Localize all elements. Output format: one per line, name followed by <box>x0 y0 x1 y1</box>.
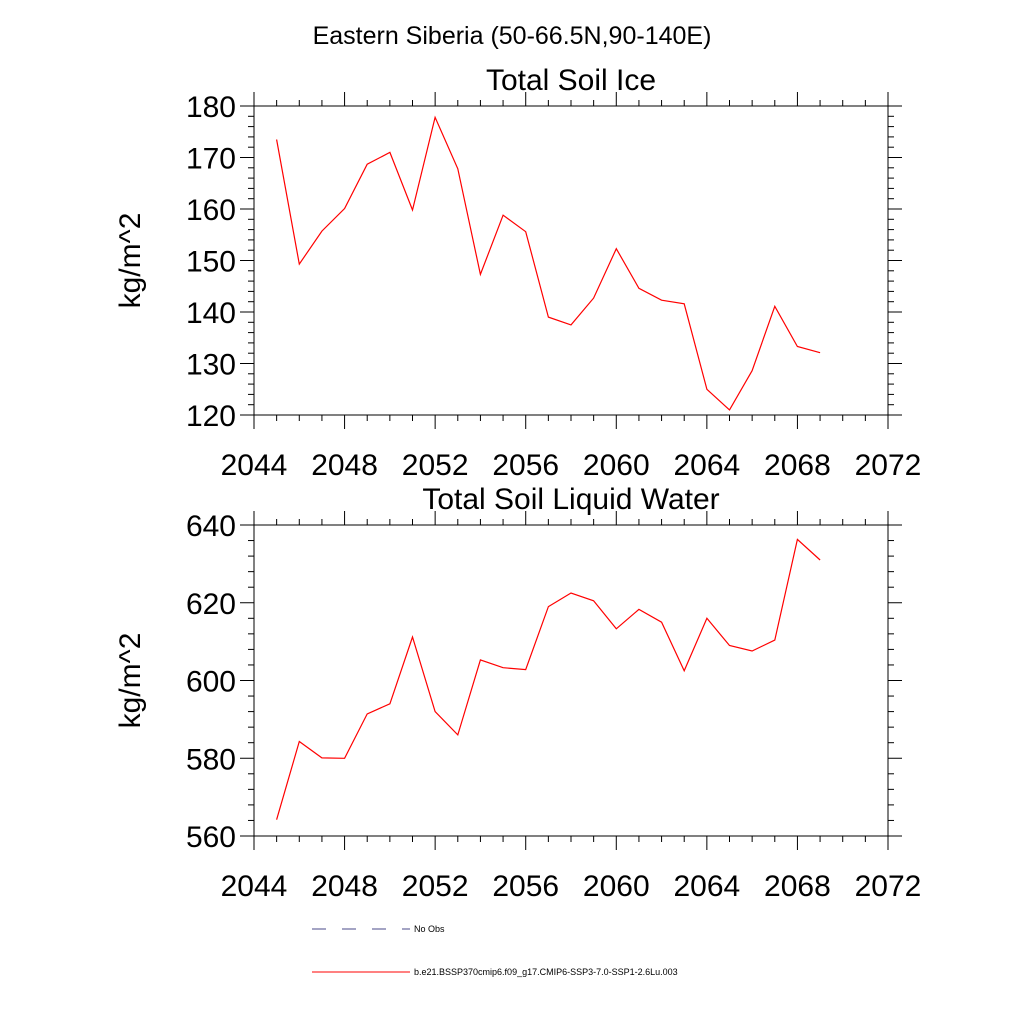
y-tick-label: 140 <box>186 297 236 330</box>
x-tick-label: 2044 <box>221 449 288 482</box>
x-tick-label: 2064 <box>673 870 740 903</box>
legend: No Obs b.e21.BSSP370cmip6.f09_g17.CMIP6-S… <box>312 924 678 977</box>
chart-title: Total Soil Ice <box>486 64 656 97</box>
y-axis-label: kg/m^2 <box>114 633 147 729</box>
y-tick-label: 600 <box>186 666 236 699</box>
x-tick-label: 2060 <box>583 449 650 482</box>
chart-title: Total Soil Liquid Water <box>422 483 719 516</box>
plot-frame <box>253 105 889 416</box>
x-tick-label: 2064 <box>673 449 740 482</box>
x-tick-label: 2052 <box>402 449 469 482</box>
legend-label: No Obs <box>414 924 445 934</box>
series-line <box>276 538 821 820</box>
y-tick-label: 620 <box>186 588 236 621</box>
legend-label: b.e21.BSSP370cmip6.f09_g17.CMIP6-SSP3-7.… <box>414 967 678 977</box>
chart-panels: Total Soil Ice 2044 2048 2052 2056 2060 2064 20… <box>114 64 921 903</box>
y-tick-label: 160 <box>186 194 236 227</box>
chart-panel-1: Total Soil Ice 2044 2048 2052 2056 2060 2064 20… <box>114 64 921 482</box>
x-tick-label: 2068 <box>764 449 831 482</box>
x-tick-label: 2048 <box>311 870 378 903</box>
y-tick-label: 640 <box>186 510 236 543</box>
legend-item: b.e21.BSSP370cmip6.f09_g17.CMIP6-SSP3-7.… <box>312 967 678 977</box>
x-tick-label: 2056 <box>492 870 559 903</box>
x-tick-label: 2060 <box>583 870 650 903</box>
x-tick-label: 2052 <box>402 870 469 903</box>
y-tick-label: 170 <box>186 143 236 176</box>
chart-panel-2: Total Soil Liquid Water 2044 2048 2052 2056 2… <box>114 483 921 903</box>
x-tick-label: 2072 <box>855 449 922 482</box>
x-tick-label: 2068 <box>764 870 831 903</box>
y-tick-label: 130 <box>186 349 236 382</box>
x-tick-label: 2048 <box>311 449 378 482</box>
y-tick-label: 580 <box>186 743 236 776</box>
x-tick-label: 2044 <box>221 870 288 903</box>
y-axis-label: kg/m^2 <box>114 213 147 309</box>
y-tick-label: 120 <box>186 400 236 433</box>
series-line <box>276 115 821 411</box>
y-tick-label: 560 <box>186 821 236 854</box>
plot-frame <box>253 524 889 837</box>
x-tick-label: 2056 <box>492 449 559 482</box>
y-tick-label: 150 <box>186 246 236 279</box>
figure-title: Eastern Siberia (50-66.5N,90-140E) <box>313 22 712 50</box>
y-tick-label: 180 <box>186 91 236 124</box>
x-tick-label: 2072 <box>855 870 922 903</box>
legend-item: No Obs <box>312 924 445 934</box>
